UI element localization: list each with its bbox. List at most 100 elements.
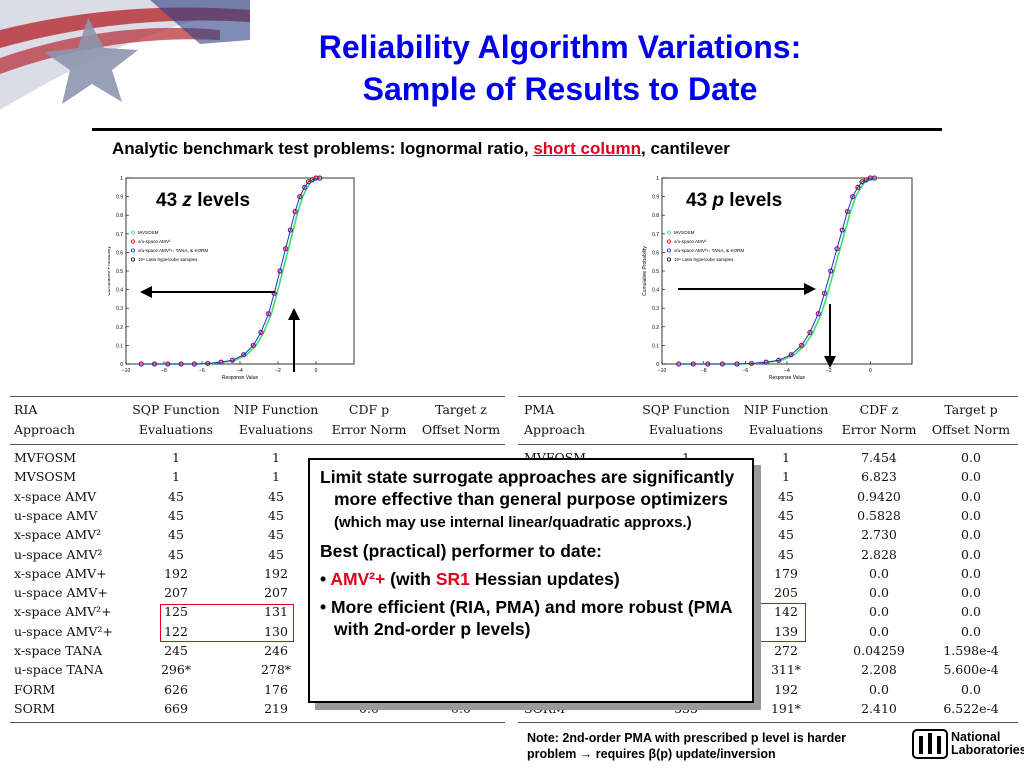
y-tick-label: 0.5 — [116, 269, 123, 275]
data-point-square — [735, 362, 739, 366]
data-point — [763, 359, 769, 365]
data-point-square — [165, 362, 170, 366]
logo-text: National Laboratories — [951, 731, 1024, 757]
x-tick-label: −10 — [122, 368, 131, 374]
legend-entry: x/u-space AMV² — [138, 239, 171, 244]
table-row: SORM 669 219 0.0 0.0 — [10, 699, 505, 718]
slide-subtitle: Analytic benchmark test problems: lognor… — [112, 139, 730, 159]
data-point — [151, 361, 158, 367]
data-point-square — [266, 311, 271, 316]
table-cell: 0.5828 — [857, 507, 901, 523]
data-point-square — [764, 360, 768, 364]
table-bottom-rule — [518, 722, 1018, 724]
table-header-cell: Evaluations — [138, 422, 214, 437]
sandia-logo-icon — [912, 729, 948, 759]
legend-entry: MVSOSM — [138, 230, 159, 235]
right-label-post: levels — [724, 190, 783, 211]
table-cell: 207 — [164, 585, 188, 601]
callout-bullet-1-b: Hessian updates) — [469, 569, 620, 589]
table-cell: 1 — [782, 469, 790, 485]
table-header-cell: Offset Norm — [931, 422, 1011, 437]
data-point-square — [872, 176, 877, 180]
y-tick-label: 0.6 — [652, 250, 659, 256]
y-tick-label: 0.6 — [116, 250, 123, 256]
legend-marker — [666, 257, 671, 262]
legend-marker — [130, 248, 135, 253]
table-cell: 45 — [268, 546, 284, 562]
table-cell: 2.730 — [861, 527, 897, 543]
table-cell: 311* — [770, 662, 802, 678]
data-point — [690, 361, 696, 367]
table-cell: 0.0 — [961, 585, 981, 601]
table-cell: 278* — [260, 662, 292, 678]
title-rule — [92, 128, 942, 131]
data-point-square — [860, 179, 864, 184]
legend-marker — [666, 239, 671, 244]
legend-marker — [130, 239, 135, 244]
data-point-square — [720, 362, 725, 366]
callout-bullet-1: • AMV²+ (with SR1 Hessian updates) — [320, 569, 620, 589]
right-label-var: p — [712, 190, 725, 211]
subtitle-highlight: short column — [533, 139, 641, 158]
table-cell: 1 — [172, 450, 180, 465]
table-cell: 45 — [168, 546, 184, 562]
x-tick-label: −2 — [826, 368, 832, 374]
table-cell: 122 — [164, 623, 188, 639]
data-point — [178, 361, 184, 367]
table-row: u-space AMV² 45 45 — [10, 545, 505, 564]
data-point-square — [835, 246, 839, 251]
data-point — [205, 360, 211, 367]
table-cell: 1 — [638, 448, 734, 467]
table-cell: 0.0 — [869, 565, 889, 581]
data-point-square — [816, 311, 821, 316]
table-cell: 0.0 — [869, 681, 889, 697]
table-cell: u-space AMV — [14, 507, 98, 523]
table-row: u-space TANA 296* 278* — [10, 660, 505, 679]
data-point — [788, 352, 794, 358]
x-tick-label: −4 — [237, 368, 243, 374]
table-cell: 246 — [264, 643, 288, 658]
data-point-square — [868, 176, 873, 180]
table-cell: 139 — [774, 623, 798, 639]
table-cell: 0.0 — [961, 546, 981, 562]
table-cell: 6.823 — [861, 469, 897, 485]
table-cell: 131 — [264, 604, 288, 620]
callout-point-1: Limit state surrogate approaches are sig… — [320, 466, 744, 534]
table-header-cell: Evaluations — [648, 422, 724, 437]
x-tick-label: 0 — [315, 368, 318, 374]
table-header-rule — [518, 444, 1018, 445]
y-tick-label: 0.8 — [652, 213, 659, 219]
table-cell: 45 — [778, 527, 794, 543]
data-point — [839, 227, 845, 233]
table-header-cell: Target p — [944, 402, 998, 417]
ria-results-table: RIA SQP Function NIP Function CDF p Target z… — [10, 396, 505, 726]
data-point — [834, 246, 840, 252]
data-point — [302, 184, 308, 190]
subtitle-tail: , cantilever — [641, 139, 730, 158]
data-point — [191, 361, 198, 367]
left-label-post: levels — [191, 190, 251, 211]
table-cell: u-space AMV²+ — [14, 623, 113, 639]
table-top-rule — [10, 396, 505, 397]
data-point — [229, 357, 236, 363]
table-cell: 45 — [168, 488, 184, 504]
data-point — [250, 342, 256, 348]
data-point-square — [242, 352, 246, 357]
legend-marker — [130, 230, 135, 235]
arrow-left-icon — [140, 286, 152, 298]
table-cell: 2.828 — [861, 546, 897, 562]
arrow-right-icon — [804, 283, 816, 295]
data-point-square — [278, 269, 282, 273]
table-header-rule — [10, 444, 505, 445]
x-tick-label: −8 — [701, 368, 707, 374]
right-annotation-arrows — [678, 283, 836, 368]
table-cell: SORM — [14, 700, 56, 716]
y-tick-label: 0.9 — [652, 195, 659, 201]
data-point — [241, 352, 247, 358]
table-cell: 0.0 — [961, 527, 981, 543]
table-cell: 176 — [264, 681, 288, 697]
table-cell: MVFOSM — [14, 450, 77, 465]
legend-entry: x/u-space AMV²+, TANA, & SORM — [138, 248, 208, 253]
table-cell: 272 — [774, 643, 798, 658]
y-tick-label: 0.2 — [652, 325, 659, 331]
